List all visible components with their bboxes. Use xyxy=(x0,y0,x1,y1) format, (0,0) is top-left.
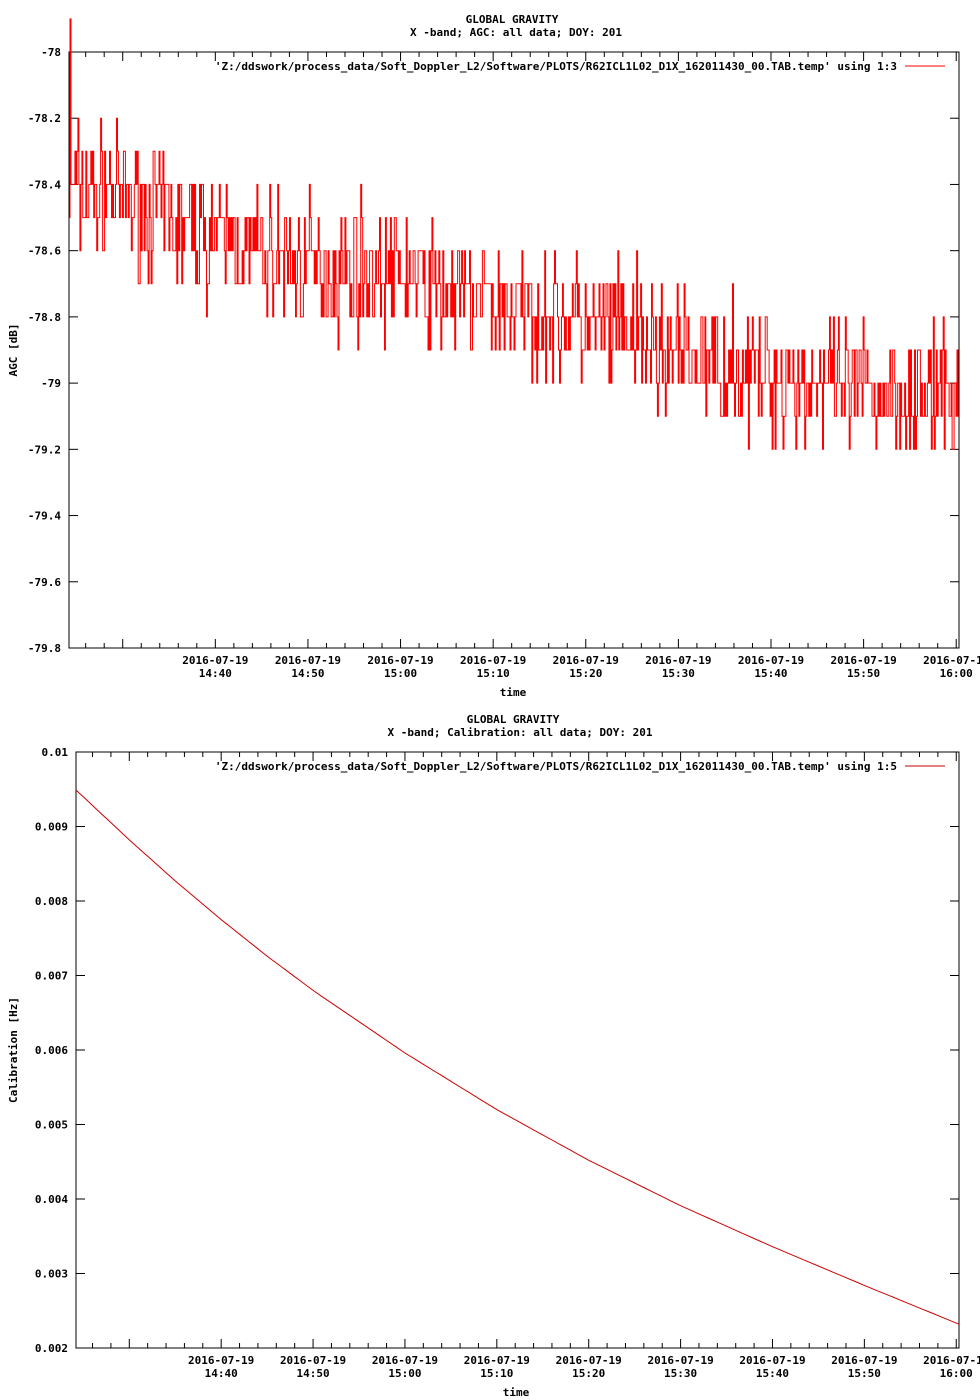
y-tick-label: -78.4 xyxy=(28,178,61,191)
x-tick-label-date: 2016-07-19 xyxy=(830,654,896,667)
y-tick-label: -79 xyxy=(41,377,61,390)
y-tick-label: 0.009 xyxy=(35,821,68,834)
chart-title: GLOBAL GRAVITY xyxy=(466,13,559,26)
x-axis: 2016-07-1914:402016-07-1914:502016-07-19… xyxy=(92,752,980,1380)
x-tick-label-time: 16:00 xyxy=(940,667,973,680)
legend: 'Z:/ddswork/process_data/Soft_Doppler_L2… xyxy=(215,60,945,73)
y-axis-label: Calibration [Hz] xyxy=(7,997,20,1103)
x-tick-label-date: 2016-07-19 xyxy=(280,1354,346,1367)
x-tick-label-date: 2016-07-19 xyxy=(923,1354,980,1367)
chart-subtitle: X -band; Calibration: all data; DOY: 201 xyxy=(388,726,653,739)
y-tick-label: 0.004 xyxy=(35,1193,68,1206)
y-tick-label: -79.6 xyxy=(28,576,61,589)
y-axis: -78 -78.2 -78.4 -78.6 -78.8 -79 -79.2 -79.4 -79.… xyxy=(28,46,959,655)
y-tick-label: -78 xyxy=(41,46,61,59)
agc-chart: GLOBAL GRAVITY X -band; AGC: all data; D… xyxy=(7,13,980,699)
series-group xyxy=(75,789,960,1325)
x-tick-label-date: 2016-07-19 xyxy=(556,1354,622,1367)
plot-frame xyxy=(75,751,960,1349)
x-tick-label-date: 2016-07-19 xyxy=(460,654,526,667)
y-tick-label: 0.005 xyxy=(35,1119,68,1132)
y-tick-label: 0.008 xyxy=(35,895,68,908)
x-axis: 2016-07-1914:402016-07-1914:502016-07-19… xyxy=(85,52,980,680)
y-tick-label: -79.8 xyxy=(28,642,61,655)
x-tick-label-date: 2016-07-19 xyxy=(739,1354,805,1367)
x-tick-label-time: 15:00 xyxy=(384,667,417,680)
y-tick-label: -78.6 xyxy=(28,245,61,258)
x-tick-label-time: 15:10 xyxy=(477,667,510,680)
x-tick-label-time: 15:20 xyxy=(572,1367,605,1380)
legend-label: 'Z:/ddswork/process_data/Soft_Doppler_L2… xyxy=(215,760,897,773)
y-axis-label: AGC [dB] xyxy=(7,324,20,377)
x-tick-label-time: 15:00 xyxy=(388,1367,421,1380)
legend: 'Z:/ddswork/process_data/Soft_Doppler_L2… xyxy=(215,760,945,773)
chart-title: GLOBAL GRAVITY xyxy=(467,713,560,726)
x-tick-label-time: 15:40 xyxy=(754,667,787,680)
x-tick-label-time: 15:10 xyxy=(480,1367,513,1380)
y-tick-label: -79.2 xyxy=(28,443,61,456)
x-tick-label-time: 16:00 xyxy=(940,1367,973,1380)
chart-subtitle: X -band; AGC: all data; DOY: 201 xyxy=(410,26,622,39)
x-tick-label-time: 14:50 xyxy=(291,667,324,680)
x-axis-label: time xyxy=(500,686,527,699)
legend-label: 'Z:/ddswork/process_data/Soft_Doppler_L2… xyxy=(215,60,897,73)
x-tick-label-time: 14:50 xyxy=(296,1367,329,1380)
x-tick-label-date: 2016-07-19 xyxy=(464,1354,530,1367)
x-tick-label-date: 2016-07-19 xyxy=(367,654,433,667)
series-group xyxy=(69,18,959,450)
x-tick-label-time: 15:30 xyxy=(662,667,695,680)
y-axis: 0.01 0.009 0.008 0.007 0.006 0.005 0.004 0.003 0… xyxy=(35,746,959,1355)
x-tick-label-date: 2016-07-19 xyxy=(923,654,980,667)
plot-frame xyxy=(68,51,960,649)
x-tick-label-time: 15:50 xyxy=(848,1367,881,1380)
x-tick-label-date: 2016-07-19 xyxy=(553,654,619,667)
x-tick-label-date: 2016-07-19 xyxy=(182,654,248,667)
x-tick-label-time: 15:50 xyxy=(847,667,880,680)
x-tick-label-time: 15:30 xyxy=(664,1367,697,1380)
x-tick-label-date: 2016-07-19 xyxy=(275,654,341,667)
y-tick-label: 0.002 xyxy=(35,1342,68,1355)
x-tick-label-time: 15:20 xyxy=(569,667,602,680)
series-line xyxy=(69,18,959,450)
x-tick-label-time: 14:40 xyxy=(205,1367,238,1380)
y-tick-label: 0.01 xyxy=(42,746,69,759)
y-tick-label: -78.8 xyxy=(28,311,61,324)
x-tick-label-date: 2016-07-19 xyxy=(372,1354,438,1367)
x-tick-label-date: 2016-07-19 xyxy=(738,654,804,667)
x-tick-label-date: 2016-07-19 xyxy=(188,1354,254,1367)
y-tick-label: -79.4 xyxy=(28,510,61,523)
y-tick-label: 0.003 xyxy=(35,1268,68,1281)
calibration-chart: GLOBAL GRAVITY X -band; Calibration: all… xyxy=(7,713,980,1399)
y-tick-label: 0.006 xyxy=(35,1044,68,1057)
x-tick-label-date: 2016-07-19 xyxy=(645,654,711,667)
series-line xyxy=(75,789,960,1325)
y-tick-label: 0.007 xyxy=(35,970,68,983)
y-tick-label: -78.2 xyxy=(28,112,61,125)
x-tick-label-time: 14:40 xyxy=(199,667,232,680)
x-tick-label-date: 2016-07-19 xyxy=(831,1354,897,1367)
x-tick-label-time: 15:40 xyxy=(756,1367,789,1380)
x-axis-label: time xyxy=(503,1386,530,1399)
x-tick-label-date: 2016-07-19 xyxy=(647,1354,713,1367)
